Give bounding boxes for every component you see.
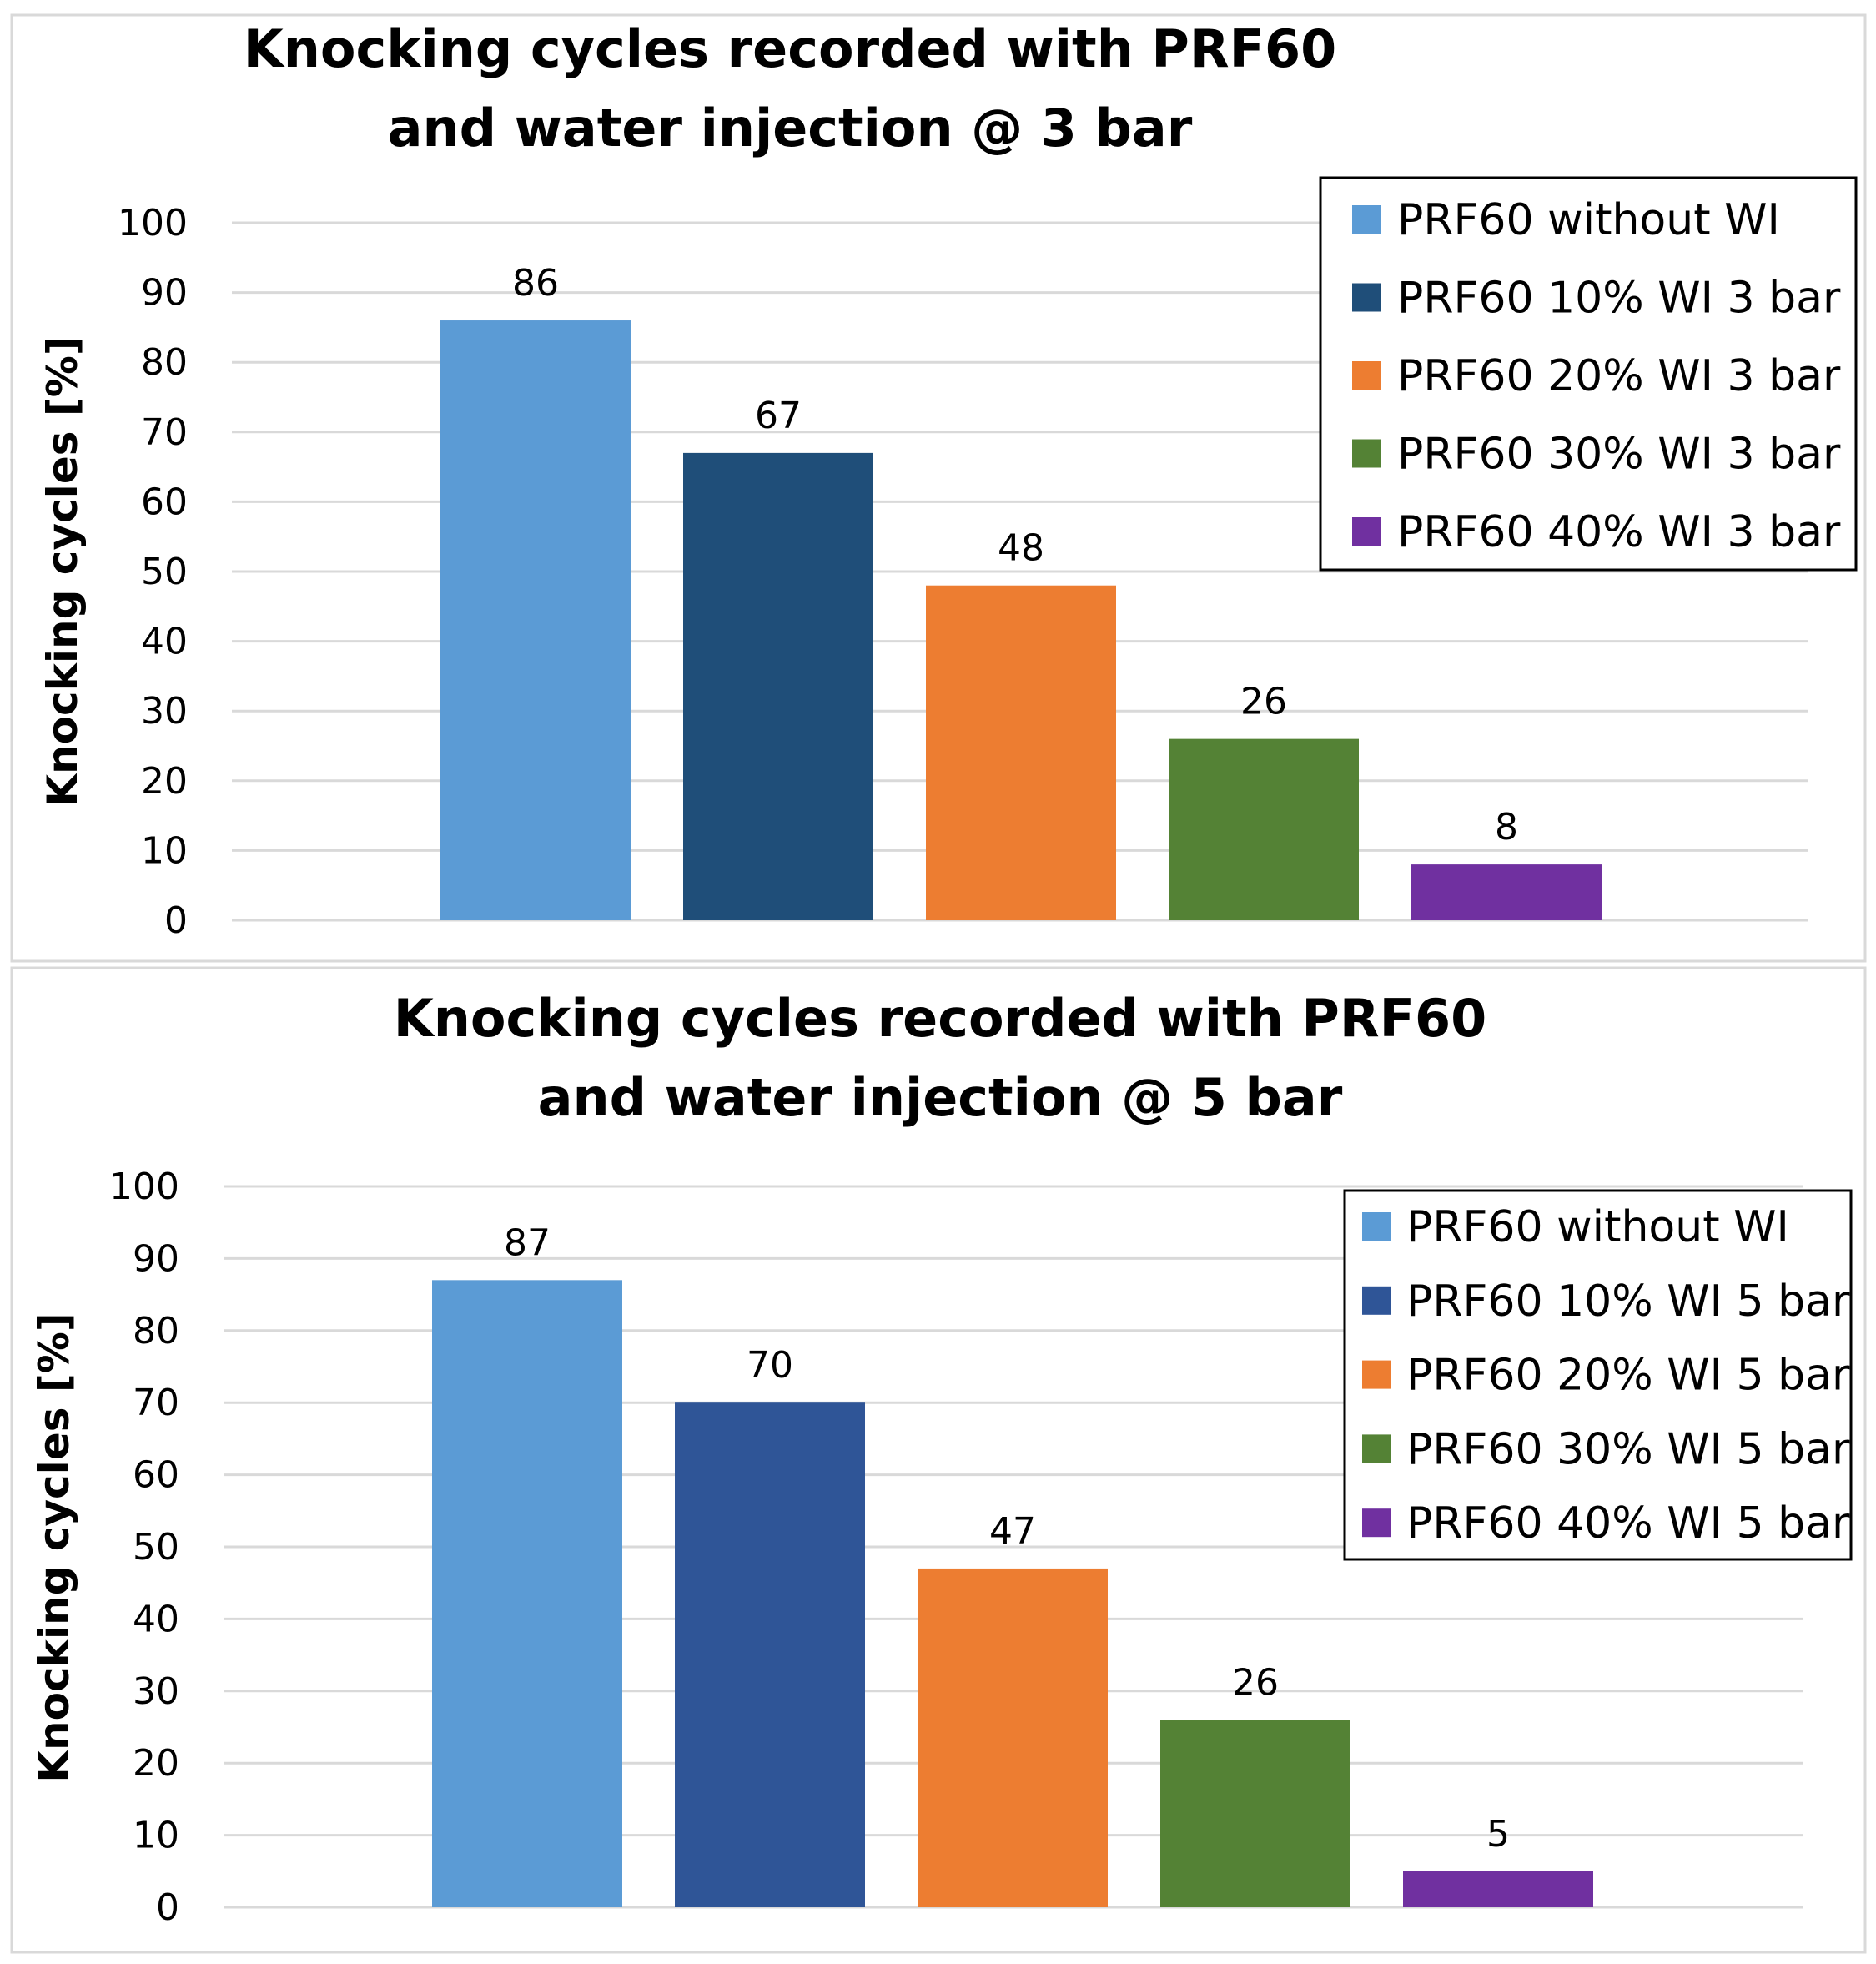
- y-tick-label: 50: [133, 1526, 179, 1569]
- y-tick-label: 30: [141, 690, 188, 733]
- y-tick-label: 100: [118, 202, 188, 244]
- legend-swatch: [1362, 1508, 1391, 1538]
- y-tick-label: 30: [133, 1670, 179, 1713]
- y-tick-label: 0: [156, 1886, 179, 1929]
- legend-box: [1343, 1189, 1853, 1561]
- bar: [675, 1402, 865, 1907]
- bar: [1160, 1720, 1350, 1907]
- legend: PRF60 without WI PRF60 10% WI 3 bar PRF60 …: [1319, 176, 1858, 572]
- bar: [918, 1568, 1108, 1907]
- legend: PRF60 without WI PRF60 10% WI 5 bar PRF60 …: [1343, 1189, 1853, 1561]
- bar: [432, 1280, 622, 1907]
- y-tick-label: 0: [164, 899, 188, 942]
- y-tick-label: 10: [141, 829, 188, 872]
- chart-title-line: Knocking cycles recorded with PRF60: [244, 18, 1336, 79]
- bar: [683, 452, 873, 920]
- y-tick-label: 20: [133, 1742, 179, 1785]
- bar: [926, 585, 1116, 920]
- legend-entry: PRF60 without WI: [1406, 1202, 1789, 1252]
- data-label: 8: [1495, 806, 1518, 849]
- legend-swatch: [1362, 1286, 1391, 1315]
- legend-entry: PRF60 without WI: [1397, 195, 1780, 245]
- y-axis-label: Knocking cycles [%]: [30, 1312, 78, 1782]
- data-label: 70: [747, 1344, 793, 1387]
- data-label: 86: [512, 262, 559, 305]
- data-label: 48: [998, 527, 1044, 570]
- data-label: 87: [504, 1221, 551, 1264]
- data-label: 67: [755, 395, 802, 437]
- y-tick-label: 40: [141, 621, 188, 663]
- legend-swatch: [1352, 205, 1381, 234]
- data-label: 26: [1232, 1661, 1279, 1704]
- legend-entry: PRF60 20% WI 5 bar: [1406, 1351, 1850, 1401]
- legend-entry: PRF60 40% WI 5 bar: [1406, 1498, 1850, 1549]
- data-label: 5: [1486, 1813, 1510, 1856]
- chart-title-line: and water injection @ 5 bar: [538, 1067, 1343, 1128]
- bar: [1411, 864, 1602, 920]
- y-tick-label: 90: [141, 272, 188, 315]
- legend-swatch: [1352, 517, 1381, 546]
- y-tick-label: 80: [133, 1310, 179, 1352]
- y-tick-label: 60: [141, 481, 188, 523]
- y-tick-label: 70: [141, 411, 188, 454]
- chart-title-line: Knocking cycles recorded with PRF60: [394, 988, 1486, 1049]
- legend-swatch: [1362, 1360, 1391, 1389]
- y-tick-label: 70: [133, 1382, 179, 1424]
- y-tick-label: 90: [133, 1237, 179, 1280]
- chart-title-line: and water injection @ 3 bar: [388, 98, 1193, 159]
- legend-entry: PRF60 30% WI 3 bar: [1397, 430, 1841, 480]
- chart-panel-1: Knocking cycles recorded with PRF60 and w…: [10, 13, 1867, 963]
- legend-entry: PRF60 40% WI 3 bar: [1397, 507, 1841, 557]
- legend-swatch: [1362, 1434, 1391, 1463]
- legend-box: [1319, 176, 1858, 572]
- legend-swatch: [1352, 361, 1381, 390]
- chart-panel-2: Knocking cycles recorded with PRF60 and w…: [10, 966, 1867, 1954]
- legend-entry: PRF60 10% WI 5 bar: [1406, 1277, 1850, 1327]
- legend-entry: PRF60 20% WI 3 bar: [1397, 351, 1841, 401]
- y-tick-label: 10: [133, 1815, 179, 1857]
- y-tick-label: 80: [141, 341, 188, 384]
- bar: [440, 320, 631, 920]
- legend-entry: PRF60 10% WI 3 bar: [1397, 274, 1841, 324]
- y-tick-label: 100: [109, 1166, 179, 1208]
- legend-swatch: [1362, 1212, 1391, 1241]
- data-label: 26: [1240, 681, 1287, 723]
- y-tick-label: 20: [141, 760, 188, 803]
- legend-swatch: [1352, 283, 1381, 312]
- bar: [1169, 738, 1359, 920]
- y-tick-label: 40: [133, 1598, 179, 1640]
- legend-swatch: [1352, 439, 1381, 468]
- legend-entry: PRF60 30% WI 5 bar: [1406, 1424, 1850, 1474]
- y-tick-label: 60: [133, 1454, 179, 1497]
- y-tick-label: 50: [141, 551, 188, 593]
- data-label: 47: [989, 1510, 1036, 1553]
- y-axis-label: Knocking cycles [%]: [38, 336, 87, 806]
- bar: [1403, 1871, 1593, 1907]
